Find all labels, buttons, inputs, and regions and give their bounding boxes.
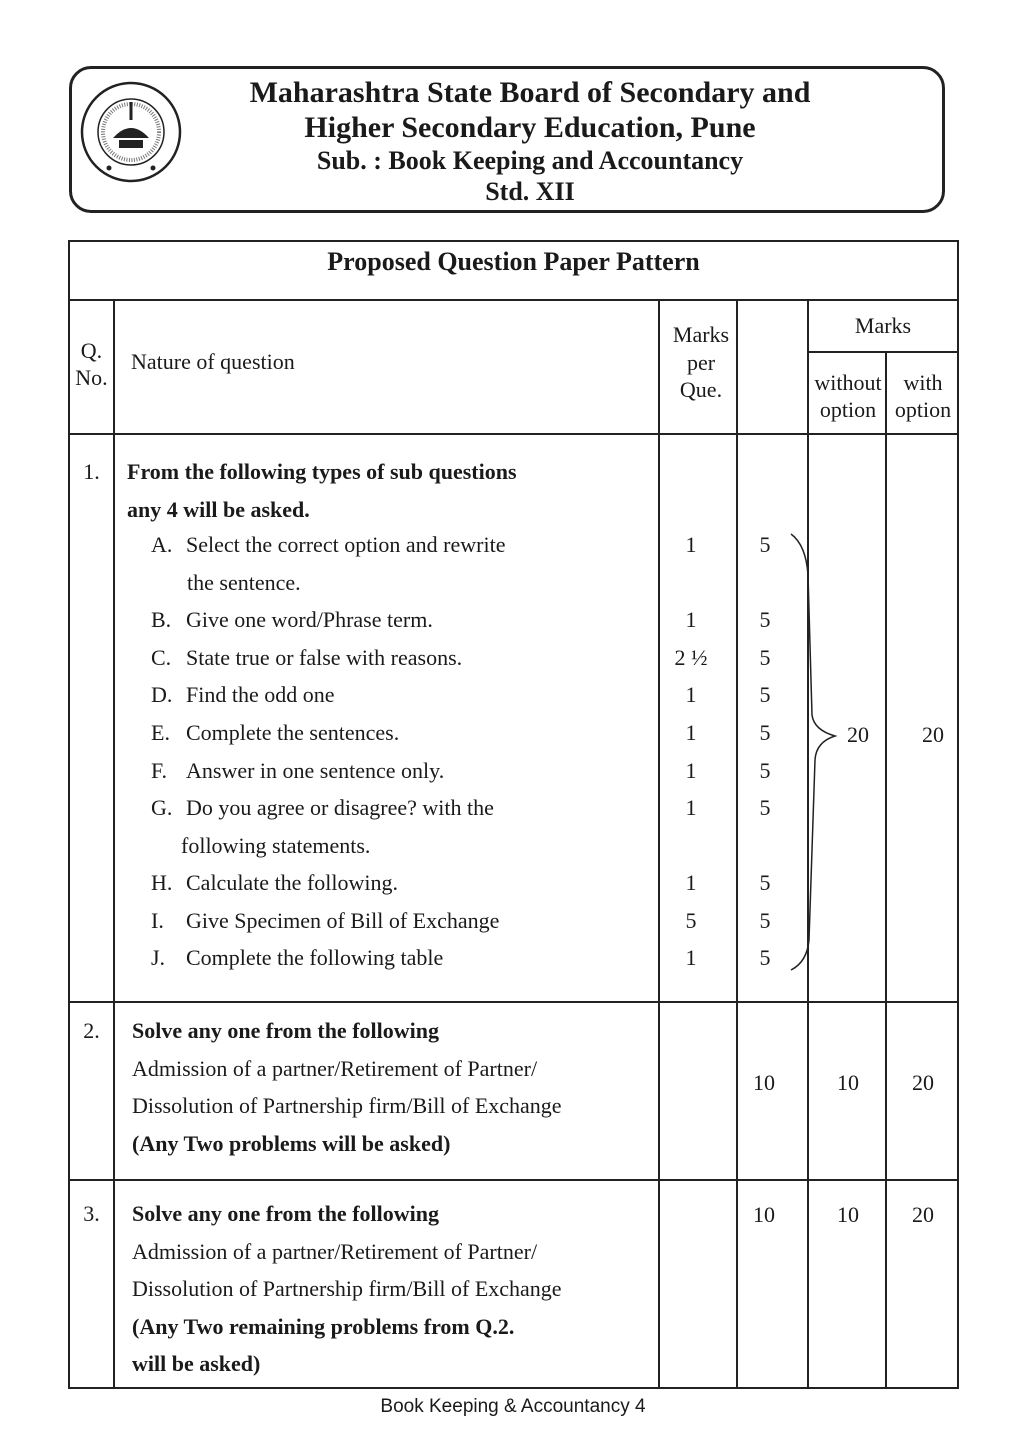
marks-with-option: 20 (912, 1202, 934, 1227)
marks-per-question: 1 (685, 795, 697, 820)
table-border (113, 300, 115, 1388)
sub-question-letter: I. (151, 908, 164, 933)
table-border (736, 300, 738, 1388)
marks-per-question: 1 (685, 720, 697, 745)
sub-question-text: Give Specimen of Bill of Exchange (186, 908, 500, 933)
marks-without-option: 10 (837, 1070, 859, 1095)
header-without-2: option (819, 397, 877, 422)
marks-with-option: 20 (912, 1070, 934, 1095)
header-with-1: with (903, 370, 943, 395)
question-count: 5 (759, 532, 771, 557)
table-title: Proposed Question Paper Pattern (327, 247, 700, 276)
header-mpq-3: Que. (679, 377, 723, 402)
question-number: 2. (83, 1018, 100, 1043)
sub-question-letter: E. (151, 720, 170, 745)
question-text: Admission of a partner/Retirement of Par… (132, 1055, 538, 1081)
question-number: 3. (83, 1201, 100, 1226)
standard: Std. XII (485, 177, 575, 206)
header-mpq-2: per (686, 350, 716, 375)
table-border (68, 299, 959, 301)
subject: Sub. : Book Keeping and Accountancy (316, 146, 744, 175)
table-border (885, 352, 887, 1388)
header-qno-1: Q. (80, 338, 103, 363)
question-text: will be asked) (132, 1351, 261, 1376)
question-count: 5 (759, 682, 771, 707)
question-count: 5 (759, 795, 771, 820)
header-nature: Nature of question (131, 349, 295, 374)
table-border (658, 300, 660, 1388)
table-border (68, 240, 70, 1389)
table-border (68, 1387, 959, 1389)
table-border (957, 240, 959, 1389)
sub-question-text: Find the odd one (186, 682, 335, 707)
question-count: 10 (753, 1070, 775, 1095)
sub-question-text: Complete the sentences. (186, 720, 400, 745)
question-text: Solve any one from the following (132, 1018, 439, 1043)
table-border (807, 351, 958, 353)
marks-without-option: 10 (837, 1202, 859, 1227)
question-count: 10 (753, 1202, 775, 1227)
question-text: Dissolution of Partnership firm/Bill of … (132, 1093, 562, 1118)
question-text: (Any Two remaining problems from Q.2. (132, 1313, 515, 1339)
question-count: 5 (759, 758, 771, 783)
sub-question-text: Give one word/Phrase term. (186, 607, 433, 632)
sub-question-text: Calculate the following. (186, 870, 398, 895)
sub-question-text: State true or false with reasons. (186, 645, 463, 670)
header-box (69, 66, 945, 213)
board-logo (80, 81, 182, 183)
question-count: 5 (759, 645, 771, 670)
table-border (807, 300, 809, 1388)
board-name-line1: Maharashtra State Board of Secondary and (249, 76, 811, 109)
sub-question-letter: D. (151, 682, 173, 707)
question-count: 5 (759, 607, 771, 632)
question-count: 5 (759, 870, 771, 895)
sub-question-text: Do you agree or disagree? with the (186, 795, 494, 820)
marks-per-question: 1 (685, 758, 697, 783)
table-border (68, 1179, 959, 1181)
header-qno-2: No. (75, 365, 108, 390)
sub-question-letter: C. (151, 645, 172, 670)
board-name-line2: Higher Secondary Education, Pune (304, 111, 756, 144)
header-with-2: option (894, 397, 952, 422)
question-text: Admission of a partner/Retirement of Par… (132, 1238, 538, 1264)
sub-question-letter: A. (151, 532, 173, 557)
question-count: 5 (759, 908, 771, 933)
sub-question-text: Complete the following table (186, 945, 444, 970)
table-border (68, 1001, 959, 1003)
question-text: Dissolution of Partnership firm/Bill of … (132, 1276, 562, 1301)
question-text: Solve any one from the following (132, 1201, 439, 1226)
marks-per-question: 1 (685, 607, 697, 632)
marks-with-option: 20 (922, 722, 944, 747)
sub-question-text-cont: the sentence. (187, 570, 301, 595)
sub-question-letter: H. (151, 870, 173, 895)
sub-question-text-cont: following statements. (181, 833, 371, 858)
marks-per-question: 1 (685, 945, 697, 970)
marks-per-question: 1 (685, 682, 697, 707)
sub-question-letter: F. (151, 758, 167, 783)
marks-without-option: 20 (847, 722, 869, 747)
marks-per-question: 2 ½ (674, 645, 708, 670)
sub-question-letter: G. (151, 795, 173, 820)
header-mpq-1: Marks (672, 322, 730, 347)
page-footer: Book Keeping & Accountancy 4 (380, 1396, 646, 1417)
marks-per-question: 1 (685, 532, 697, 557)
question-count: 5 (759, 945, 771, 970)
question-text: (Any Two problems will be asked) (132, 1130, 451, 1156)
header-marks: Marks (854, 313, 912, 338)
table-border (68, 433, 959, 435)
sub-question-text: Select the correct option and rewrite (186, 532, 506, 557)
question-title: From the following types of sub question… (127, 459, 517, 484)
sub-question-letter: J. (151, 945, 166, 970)
table-border (68, 240, 959, 242)
sub-question-letter: B. (151, 607, 172, 632)
sub-question-text: Answer in one sentence only. (186, 758, 445, 783)
marks-per-question: 5 (685, 908, 697, 933)
marks-per-question: 1 (685, 870, 697, 895)
question-title: any 4 will be asked. (127, 497, 310, 522)
question-count: 5 (759, 720, 771, 745)
question-number: 1. (83, 459, 100, 484)
header-without-1: without (814, 370, 882, 395)
